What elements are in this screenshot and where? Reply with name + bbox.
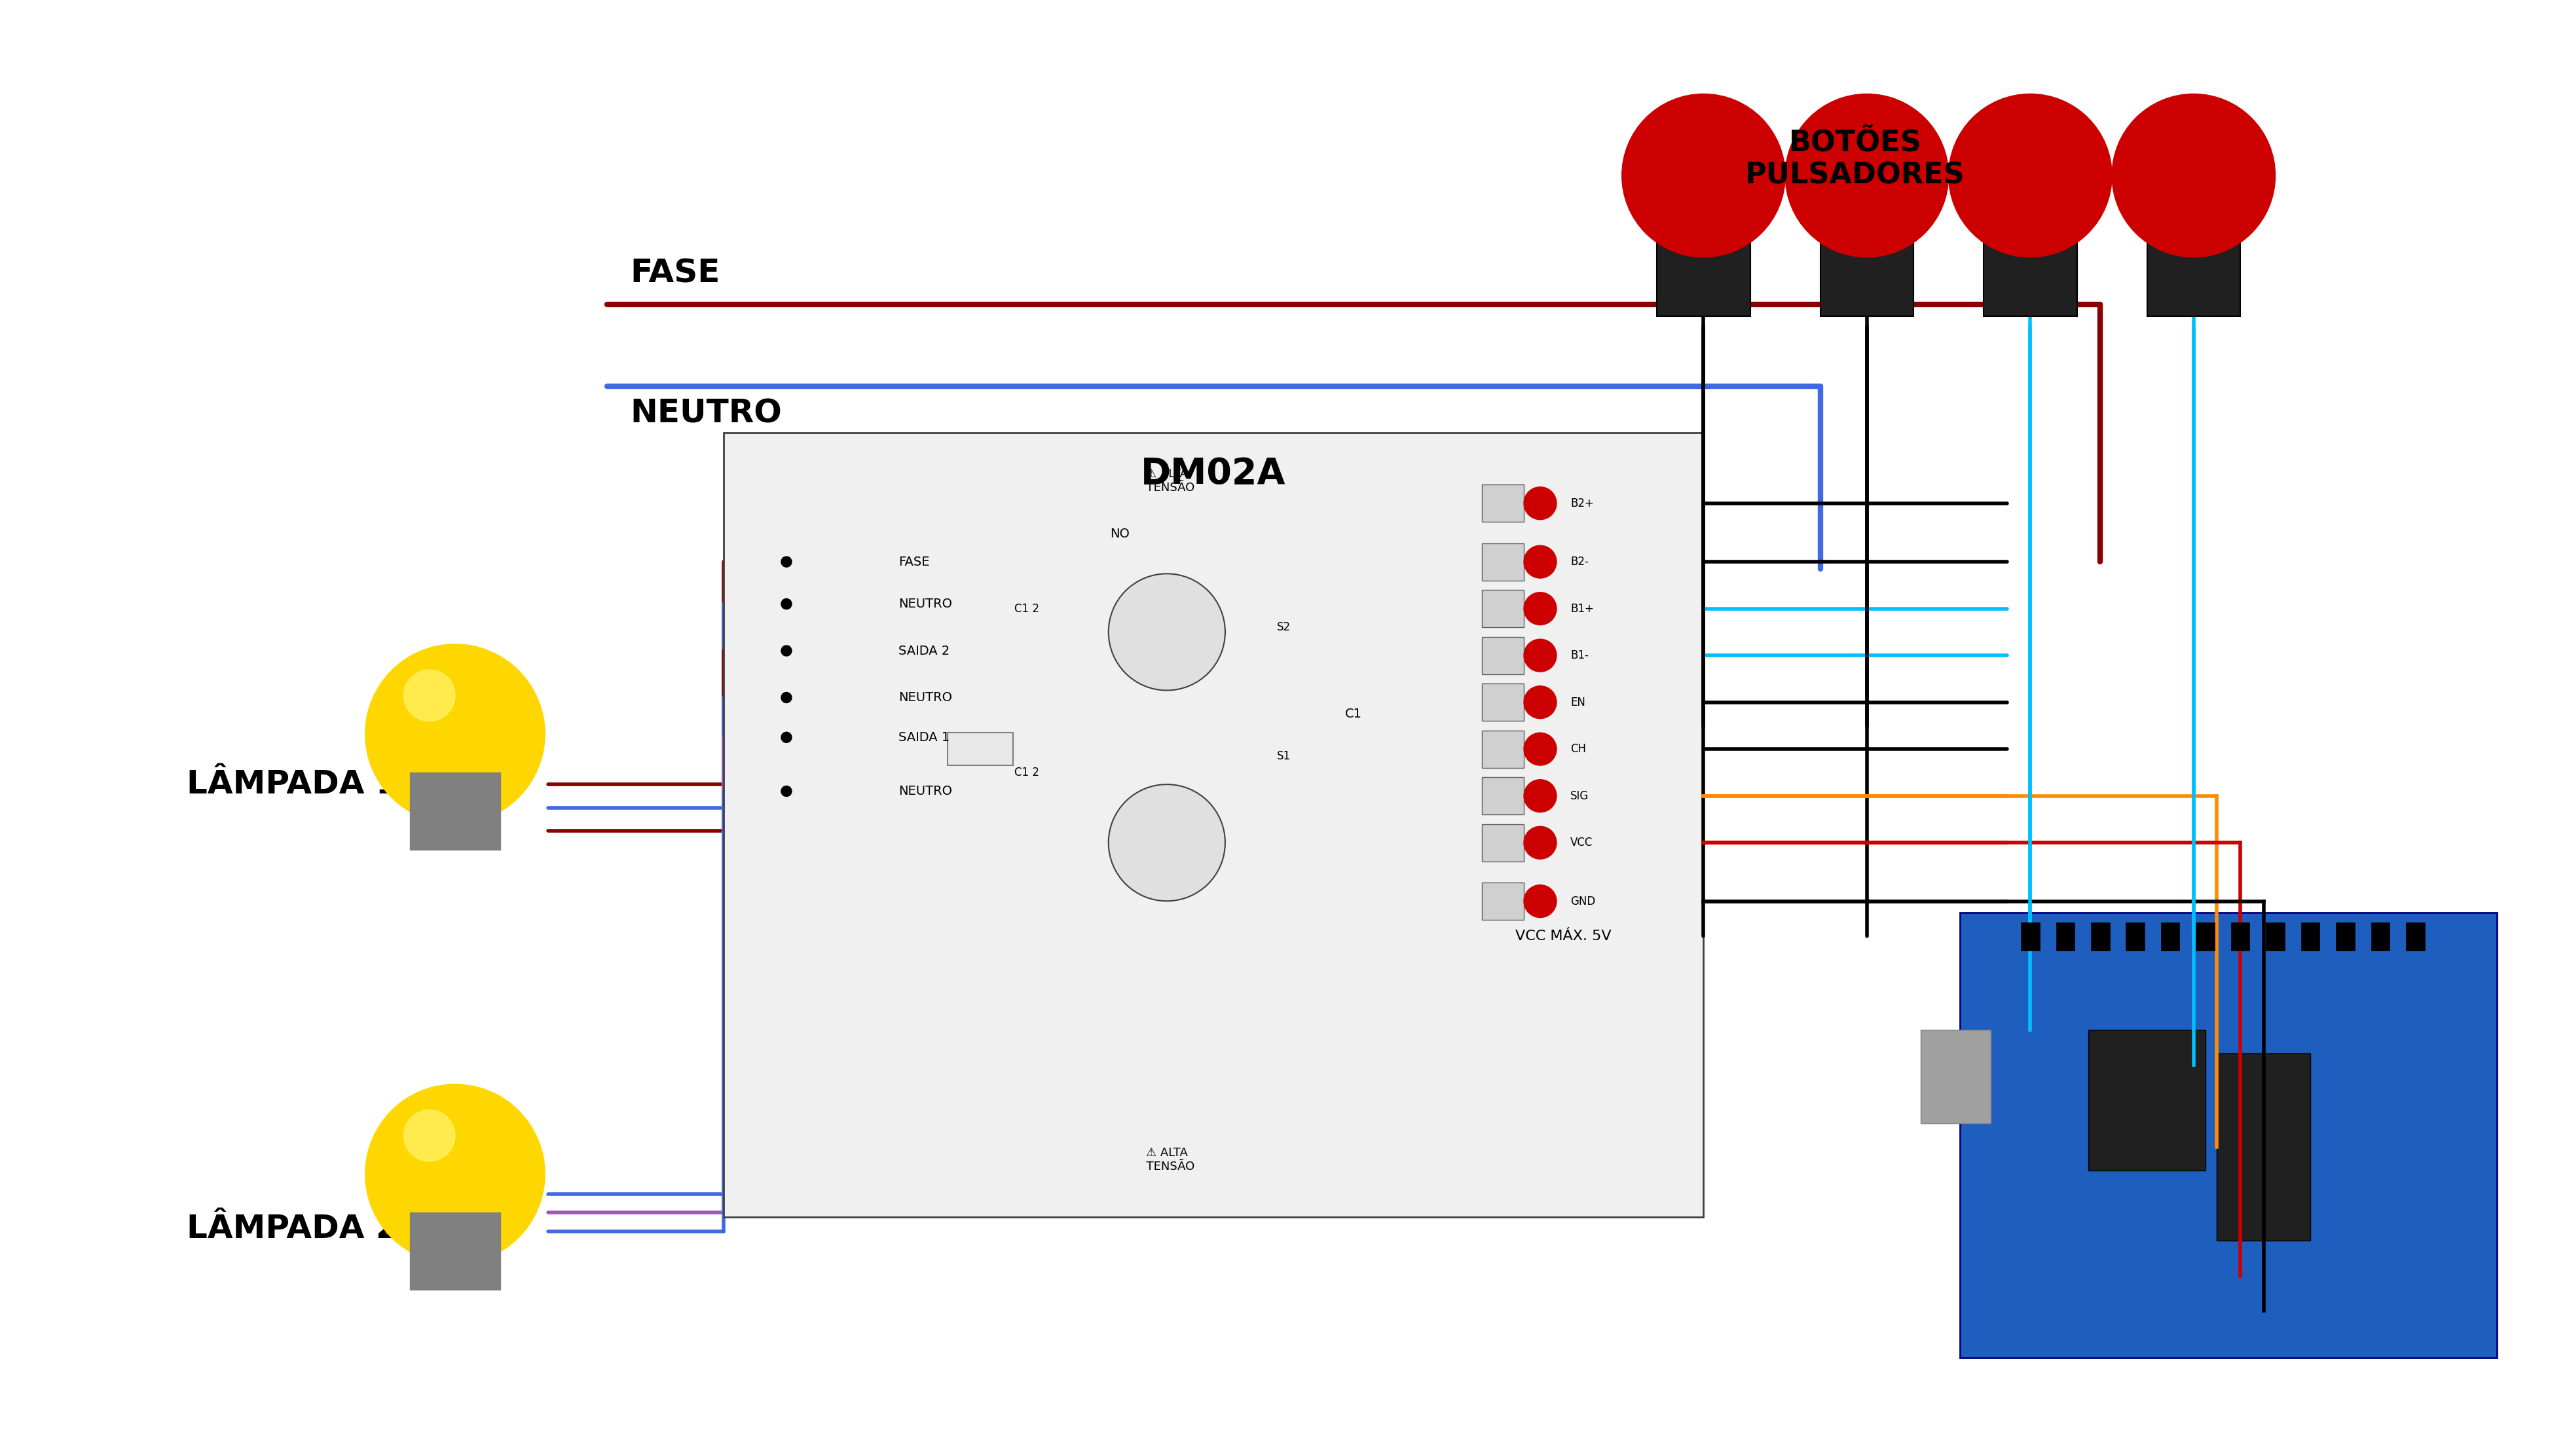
Bar bbox=[2267, 922, 2285, 951]
Bar bbox=[2020, 922, 2041, 951]
Text: ⚠ ALTA
  TENSÃO: ⚠ ALTA TENSÃO bbox=[1140, 469, 1194, 494]
Bar bbox=[2218, 1053, 2310, 1241]
Bar bbox=[1481, 683, 1525, 721]
Bar bbox=[1920, 1029, 1989, 1124]
Circle shape bbox=[780, 556, 791, 566]
Text: NEUTRO: NEUTRO bbox=[898, 785, 952, 798]
Text: NEUTRO: NEUTRO bbox=[898, 692, 952, 703]
Bar bbox=[1481, 882, 1525, 920]
Circle shape bbox=[780, 645, 791, 657]
Text: GND: GND bbox=[1571, 895, 1597, 907]
Circle shape bbox=[2113, 93, 2274, 258]
Text: NO: NO bbox=[1112, 527, 1129, 540]
Bar bbox=[1984, 199, 2077, 316]
Bar bbox=[411, 1213, 501, 1290]
Bar bbox=[2300, 922, 2321, 951]
Text: S2: S2 bbox=[1276, 622, 1291, 633]
Bar bbox=[1481, 778, 1525, 814]
Text: EN: EN bbox=[1571, 696, 1586, 708]
Text: SAIDA 2: SAIDA 2 bbox=[898, 645, 950, 657]
Circle shape bbox=[403, 1109, 454, 1162]
Text: C1 2: C1 2 bbox=[1014, 603, 1040, 614]
Text: LÂMPADA 1: LÂMPADA 1 bbox=[187, 769, 398, 799]
Bar bbox=[2161, 922, 2179, 951]
Text: ⚠ ALTA
  TENSÃO: ⚠ ALTA TENSÃO bbox=[1140, 1147, 1194, 1172]
Circle shape bbox=[1784, 93, 1948, 258]
Bar bbox=[724, 432, 1704, 1217]
Bar bbox=[1481, 824, 1525, 862]
Bar bbox=[2092, 922, 2110, 951]
Text: B2+: B2+ bbox=[1571, 498, 1594, 510]
Circle shape bbox=[1525, 885, 1556, 917]
Text: C1: C1 bbox=[1345, 708, 1363, 721]
Circle shape bbox=[1109, 574, 1224, 690]
Bar bbox=[1481, 636, 1525, 674]
Circle shape bbox=[365, 1085, 544, 1264]
Circle shape bbox=[1948, 93, 2113, 258]
Circle shape bbox=[1109, 785, 1224, 901]
Circle shape bbox=[1525, 593, 1556, 625]
Text: NEUTRO: NEUTRO bbox=[629, 397, 783, 430]
Bar bbox=[1481, 543, 1525, 581]
Circle shape bbox=[1525, 546, 1556, 578]
Circle shape bbox=[1525, 686, 1556, 719]
Bar bbox=[1961, 913, 2498, 1357]
Text: B1+: B1+ bbox=[1571, 603, 1594, 614]
Text: VCC MÁX. 5V: VCC MÁX. 5V bbox=[1515, 930, 1612, 943]
Bar bbox=[1481, 485, 1525, 523]
Text: VCC: VCC bbox=[1571, 837, 1594, 849]
Bar bbox=[2125, 922, 2143, 951]
Circle shape bbox=[1525, 779, 1556, 812]
Circle shape bbox=[780, 693, 791, 703]
Bar bbox=[2146, 199, 2241, 316]
Bar bbox=[1820, 199, 1912, 316]
Bar bbox=[2056, 922, 2074, 951]
Bar bbox=[411, 773, 501, 849]
Text: FASE: FASE bbox=[629, 258, 719, 288]
Bar bbox=[1656, 199, 1751, 316]
Text: NEUTRO: NEUTRO bbox=[898, 598, 952, 610]
Circle shape bbox=[1525, 827, 1556, 859]
Bar bbox=[2372, 922, 2390, 951]
Circle shape bbox=[403, 670, 454, 721]
Bar bbox=[2231, 922, 2249, 951]
Text: S1: S1 bbox=[1276, 750, 1291, 761]
Text: C1 2: C1 2 bbox=[1014, 766, 1040, 779]
Text: DM02A: DM02A bbox=[1140, 457, 1286, 492]
Circle shape bbox=[780, 598, 791, 609]
Circle shape bbox=[780, 732, 791, 743]
Text: BOTÕES
PULSADORES: BOTÕES PULSADORES bbox=[1746, 128, 1966, 189]
Text: FASE: FASE bbox=[898, 556, 929, 568]
Bar bbox=[1481, 731, 1525, 767]
Circle shape bbox=[1525, 486, 1556, 520]
Text: LÂMPADA 2: LÂMPADA 2 bbox=[187, 1213, 398, 1245]
Text: SIG: SIG bbox=[1571, 791, 1589, 802]
Circle shape bbox=[1525, 639, 1556, 671]
Bar bbox=[2336, 922, 2354, 951]
Text: CH: CH bbox=[1571, 743, 1586, 756]
Circle shape bbox=[1622, 93, 1784, 258]
Circle shape bbox=[1525, 732, 1556, 766]
Bar bbox=[1481, 590, 1525, 628]
Text: SAIDA 1: SAIDA 1 bbox=[898, 731, 950, 744]
Bar bbox=[2195, 922, 2215, 951]
Text: B1-: B1- bbox=[1571, 649, 1589, 661]
Text: B2-: B2- bbox=[1571, 556, 1589, 568]
Circle shape bbox=[780, 786, 791, 796]
Bar bbox=[2405, 922, 2426, 951]
Bar bbox=[947, 732, 1014, 766]
Circle shape bbox=[365, 644, 544, 824]
Bar bbox=[2090, 1029, 2205, 1171]
